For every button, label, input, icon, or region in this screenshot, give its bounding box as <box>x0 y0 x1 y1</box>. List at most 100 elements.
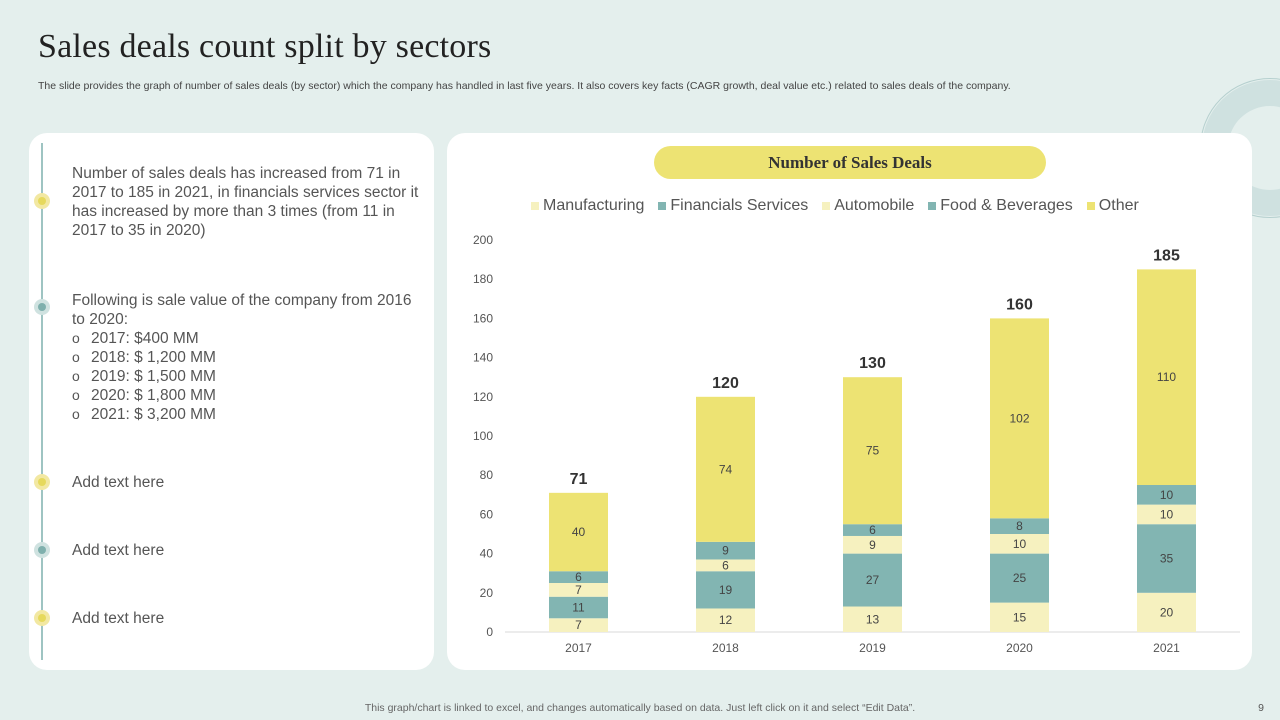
data-label: 7 <box>575 583 582 597</box>
data-label: 6 <box>869 523 876 537</box>
legend-swatch <box>531 202 539 210</box>
bar-segment <box>843 535 902 554</box>
data-label: 15 <box>1013 610 1027 624</box>
legend-label: Automobile <box>834 197 915 214</box>
page-number: 9 <box>1258 702 1264 714</box>
chart-legend: Manufacturing Financials Services Automobi… <box>531 197 1139 215</box>
bar-segment <box>696 396 755 542</box>
x-tick-label: 2017 <box>565 641 592 655</box>
sale-value-item: 2018: $ 1,200 MM <box>72 348 422 367</box>
bar-segment <box>843 377 902 525</box>
timeline-marker-icon <box>34 542 50 558</box>
y-tick-label: 0 <box>486 625 493 639</box>
bar-segment <box>990 534 1049 554</box>
y-tick-label: 160 <box>473 311 493 325</box>
bar-segment <box>843 524 902 536</box>
timeline-marker-icon <box>34 474 50 490</box>
data-label: 20 <box>1160 605 1174 619</box>
bar-segment <box>843 606 902 632</box>
bar-segment <box>549 571 608 583</box>
data-label: 11 <box>572 601 585 615</box>
legend-label: Manufacturing <box>543 197 645 214</box>
total-label: 160 <box>1006 296 1033 313</box>
bar-segment <box>1137 269 1196 485</box>
x-tick-label: 2018 <box>712 641 739 655</box>
legend-swatch <box>1086 202 1095 210</box>
data-label: 25 <box>1013 571 1027 585</box>
bar-segment <box>696 541 755 560</box>
total-label: 130 <box>859 355 886 372</box>
timeline-marker-icon <box>34 610 50 626</box>
x-tick-label: 2019 <box>859 641 886 655</box>
data-label: 19 <box>719 583 733 597</box>
legend-item: Automobile <box>822 197 914 215</box>
x-tick-label: 2021 <box>1153 641 1180 655</box>
data-label: 102 <box>1009 411 1029 425</box>
total-label: 185 <box>1153 247 1180 264</box>
sale-value-item: 2020: $ 1,800 MM <box>72 386 422 405</box>
sale-value-list: 2017: $400 MM 2018: $ 1,200 MM 2019: $ 1… <box>72 329 422 424</box>
y-tick-label: 140 <box>473 351 493 365</box>
y-tick-label: 60 <box>480 507 494 521</box>
legend-swatch <box>822 202 831 210</box>
y-tick-label: 20 <box>480 586 494 600</box>
bar-segment <box>990 518 1049 534</box>
bar-segment <box>696 571 755 609</box>
sale-value-item: 2019: $ 1,500 MM <box>72 367 422 386</box>
legend-label: Other <box>1098 197 1139 214</box>
bar-segment <box>696 608 755 632</box>
data-label: 6 <box>575 570 582 584</box>
data-label: 9 <box>722 544 729 558</box>
data-label: 6 <box>722 558 729 572</box>
data-label: 35 <box>1160 552 1174 566</box>
sale-value-block: Following is sale value of the company f… <box>72 291 422 424</box>
y-tick-label: 200 <box>473 233 493 247</box>
timeline-line <box>41 143 43 660</box>
legend-label: Financials Services <box>670 197 809 214</box>
data-label: 40 <box>572 525 586 539</box>
y-tick-label: 40 <box>480 547 494 561</box>
bar-segment <box>549 618 608 632</box>
sale-value-item: 2017: $400 MM <box>72 329 422 348</box>
bar-segment <box>1137 504 1196 525</box>
y-tick-label: 120 <box>473 390 493 404</box>
data-label: 27 <box>866 573 880 587</box>
slide-subtitle: The slide provides the graph of number o… <box>38 80 1011 92</box>
data-label: 10 <box>1160 507 1174 521</box>
fact-text-1: Number of sales deals has increased from… <box>72 165 419 239</box>
sale-value-item: 2021: $ 3,200 MM <box>72 405 422 424</box>
chart-card: Number of Sales Deals Manufacturing Finan… <box>447 133 1252 670</box>
stacked-bar-chart: 0204060801001201401601802007117640712017… <box>473 233 1240 655</box>
legend-item: Financials Services <box>658 197 808 215</box>
bar-segment <box>696 559 755 572</box>
bar-segment <box>1137 524 1196 593</box>
y-tick-label: 80 <box>480 468 494 482</box>
legend-swatch <box>928 202 937 210</box>
placeholder-text-1[interactable]: Add text here <box>72 474 165 491</box>
data-label: 8 <box>1016 519 1023 533</box>
placeholder-text-2[interactable]: Add text here <box>72 542 165 559</box>
bar-segment <box>549 583 608 597</box>
placeholder-text-3[interactable]: Add text here <box>72 610 165 627</box>
legend-label: Food & Beverages <box>940 197 1073 214</box>
bar-segment <box>990 318 1049 519</box>
data-label: 9 <box>869 538 876 552</box>
bar-segment <box>1137 485 1196 505</box>
bar-segment <box>990 553 1049 603</box>
legend-swatch <box>658 202 667 210</box>
data-label: 7 <box>575 618 582 632</box>
bar-segment <box>549 492 608 572</box>
bar-segment <box>843 553 902 607</box>
sale-value-heading: Following is sale value of the company f… <box>72 292 412 328</box>
bar-segment <box>549 596 608 619</box>
data-label: 12 <box>719 613 733 627</box>
legend-item: Other <box>1086 197 1139 215</box>
data-label: 75 <box>866 444 880 458</box>
data-label: 10 <box>1160 488 1174 502</box>
key-facts-card: Number of sales deals has increased from… <box>29 133 434 670</box>
data-label: 74 <box>719 462 733 476</box>
y-tick-label: 180 <box>473 272 493 286</box>
data-label: 10 <box>1013 537 1027 551</box>
legend-item: Food & Beverages <box>928 197 1073 215</box>
chart-title: Number of Sales Deals <box>654 146 1046 179</box>
